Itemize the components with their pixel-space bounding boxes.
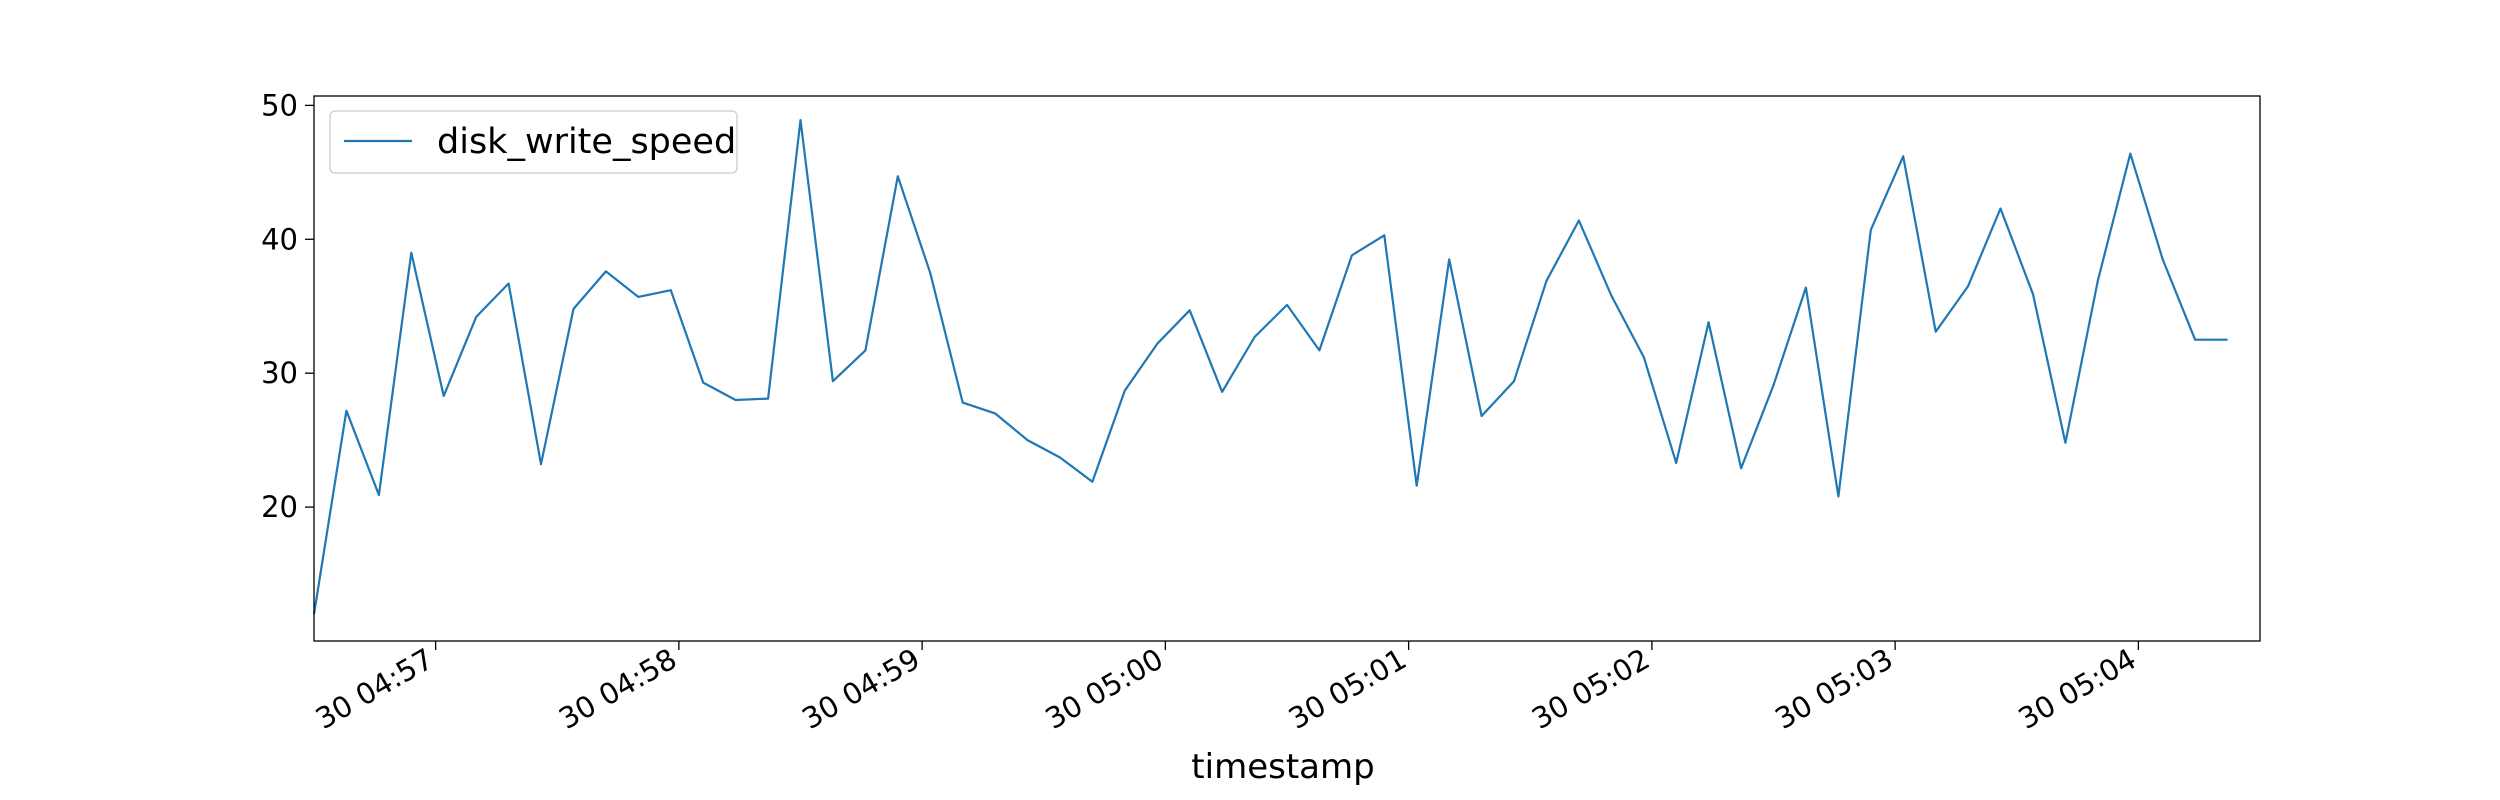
y-tick-label: 30 <box>261 356 298 390</box>
series-line-disk-write-speed <box>312 118 2228 615</box>
y-tick-label: 40 <box>261 222 298 256</box>
y-tick-label: 50 <box>261 88 298 122</box>
plot-frame <box>313 95 2261 642</box>
x-axis-title: timestamp <box>1191 747 1374 787</box>
y-tick-label: 20 <box>261 490 298 524</box>
legend-box <box>329 110 738 174</box>
legend-label-disk-write-speed: disk_write_speed <box>437 122 736 162</box>
legend: disk_write_speed <box>329 110 738 174</box>
